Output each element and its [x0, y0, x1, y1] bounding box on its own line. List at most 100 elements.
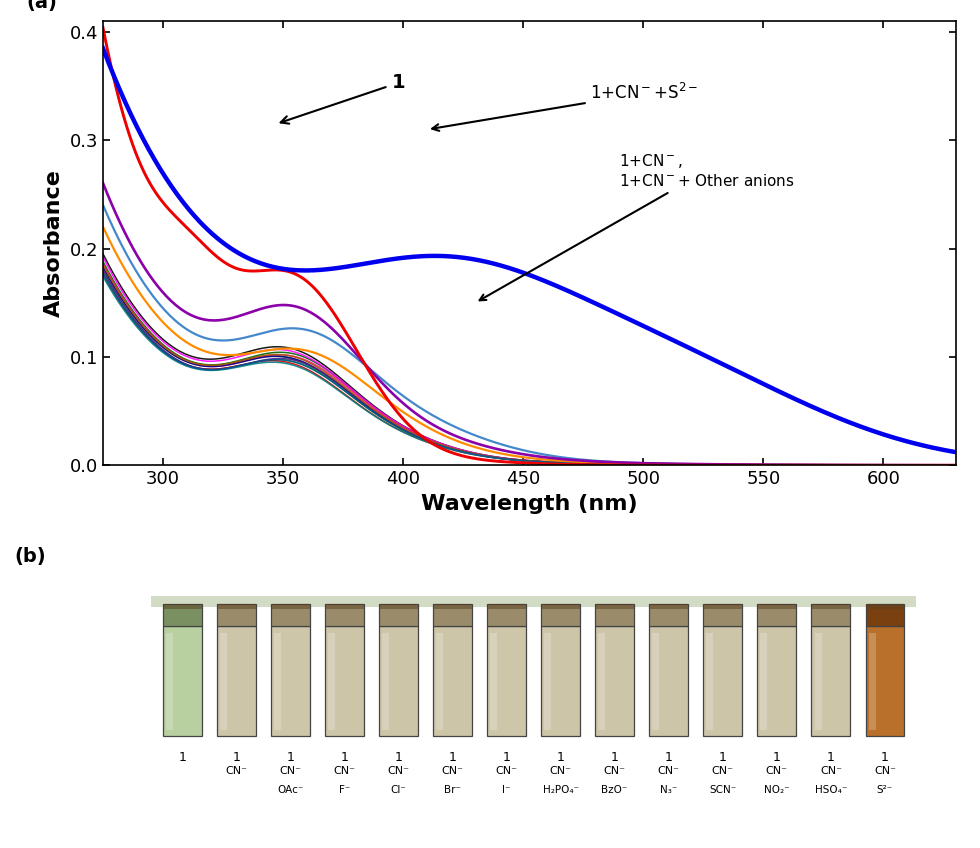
Text: S²⁻: S²⁻ — [877, 784, 893, 795]
Bar — [868, 633, 875, 730]
Text: 1: 1 — [719, 750, 727, 764]
Bar — [487, 605, 526, 610]
Bar — [649, 605, 688, 627]
Text: CN⁻: CN⁻ — [604, 767, 625, 777]
Text: CN⁻: CN⁻ — [765, 767, 788, 777]
Text: CN⁻: CN⁻ — [441, 767, 464, 777]
Text: 1: 1 — [178, 750, 186, 764]
Text: 1: 1 — [232, 750, 240, 764]
Bar — [541, 605, 580, 610]
Text: 1: 1 — [449, 750, 457, 764]
Text: 1: 1 — [611, 750, 618, 764]
Bar — [595, 627, 634, 736]
Bar — [544, 633, 551, 730]
Bar — [487, 627, 526, 736]
Text: Br⁻: Br⁻ — [444, 784, 461, 795]
Bar — [758, 627, 797, 736]
Bar — [704, 605, 742, 610]
Bar — [382, 633, 389, 730]
Bar — [811, 627, 851, 736]
X-axis label: Wavelength (nm): Wavelength (nm) — [420, 494, 638, 514]
Text: (a): (a) — [26, 0, 57, 13]
Text: 1: 1 — [503, 750, 511, 764]
Text: CN⁻: CN⁻ — [711, 767, 734, 777]
Text: 1: 1 — [881, 750, 889, 764]
Text: CN⁻: CN⁻ — [550, 767, 571, 777]
Bar — [270, 627, 310, 736]
Bar — [274, 633, 281, 730]
Bar — [653, 633, 660, 730]
Bar — [436, 633, 443, 730]
Text: OAc⁻: OAc⁻ — [277, 784, 304, 795]
Text: CN⁻: CN⁻ — [387, 767, 410, 777]
Text: 1: 1 — [664, 750, 672, 764]
Text: F⁻: F⁻ — [339, 784, 350, 795]
Text: CN⁻: CN⁻ — [874, 767, 896, 777]
Bar — [217, 627, 256, 736]
Bar — [217, 605, 256, 610]
Bar — [433, 627, 472, 736]
Text: 1: 1 — [557, 750, 564, 764]
Text: 1: 1 — [827, 750, 835, 764]
Text: I⁻: I⁻ — [503, 784, 511, 795]
Bar — [758, 605, 797, 627]
Bar — [379, 627, 417, 736]
Text: CN⁻: CN⁻ — [820, 767, 842, 777]
Bar — [163, 627, 202, 736]
Text: (b): (b) — [15, 547, 46, 566]
Bar — [595, 605, 634, 610]
Bar — [163, 605, 202, 610]
Text: 1+CN$^-$+S$^{2-}$: 1+CN$^-$+S$^{2-}$ — [432, 83, 699, 131]
Bar — [811, 605, 851, 627]
Bar — [433, 605, 472, 610]
Text: CN⁻: CN⁻ — [496, 767, 517, 777]
Text: NO₂⁻: NO₂⁻ — [764, 784, 790, 795]
Bar — [865, 605, 905, 627]
Text: Cl⁻: Cl⁻ — [390, 784, 407, 795]
Text: 1: 1 — [773, 750, 781, 764]
Text: CN⁻: CN⁻ — [225, 767, 247, 777]
Text: 1+CN$^-$,
1+CN$^-$+ Other anions: 1+CN$^-$, 1+CN$^-$+ Other anions — [479, 153, 795, 300]
Y-axis label: Absorbance: Absorbance — [44, 170, 64, 317]
Bar — [151, 592, 916, 607]
Bar — [814, 633, 821, 730]
Bar — [707, 633, 713, 730]
Bar — [649, 605, 688, 610]
Bar — [270, 605, 310, 627]
Bar — [595, 605, 634, 627]
Bar — [758, 605, 797, 610]
Bar — [324, 627, 364, 736]
Bar — [704, 627, 742, 736]
Bar — [270, 605, 310, 610]
Bar — [379, 605, 417, 610]
Text: SCN⁻: SCN⁻ — [710, 784, 736, 795]
Text: H₂PO₄⁻: H₂PO₄⁻ — [543, 784, 578, 795]
Bar — [541, 627, 580, 736]
Bar — [487, 605, 526, 627]
Bar — [166, 633, 172, 730]
Text: HSO₄⁻: HSO₄⁻ — [814, 784, 847, 795]
Text: BzO⁻: BzO⁻ — [602, 784, 628, 795]
Text: 1: 1 — [395, 750, 403, 764]
Text: CN⁻: CN⁻ — [279, 767, 301, 777]
Text: CN⁻: CN⁻ — [658, 767, 680, 777]
Bar — [599, 633, 606, 730]
Bar — [220, 633, 226, 730]
Bar — [541, 605, 580, 627]
Bar — [704, 605, 742, 627]
Bar — [379, 605, 417, 627]
Bar — [490, 633, 497, 730]
Text: 1: 1 — [286, 750, 294, 764]
Bar — [865, 627, 905, 736]
Bar — [433, 605, 472, 627]
Bar — [324, 605, 364, 627]
Text: 1: 1 — [340, 750, 348, 764]
Bar — [649, 627, 688, 736]
Bar — [865, 605, 905, 610]
Bar — [328, 633, 335, 730]
Bar — [811, 605, 851, 610]
Text: CN⁻: CN⁻ — [333, 767, 356, 777]
Text: N₃⁻: N₃⁻ — [660, 784, 677, 795]
Text: $\mathbf{1}$: $\mathbf{1}$ — [280, 74, 406, 124]
Bar — [760, 633, 767, 730]
